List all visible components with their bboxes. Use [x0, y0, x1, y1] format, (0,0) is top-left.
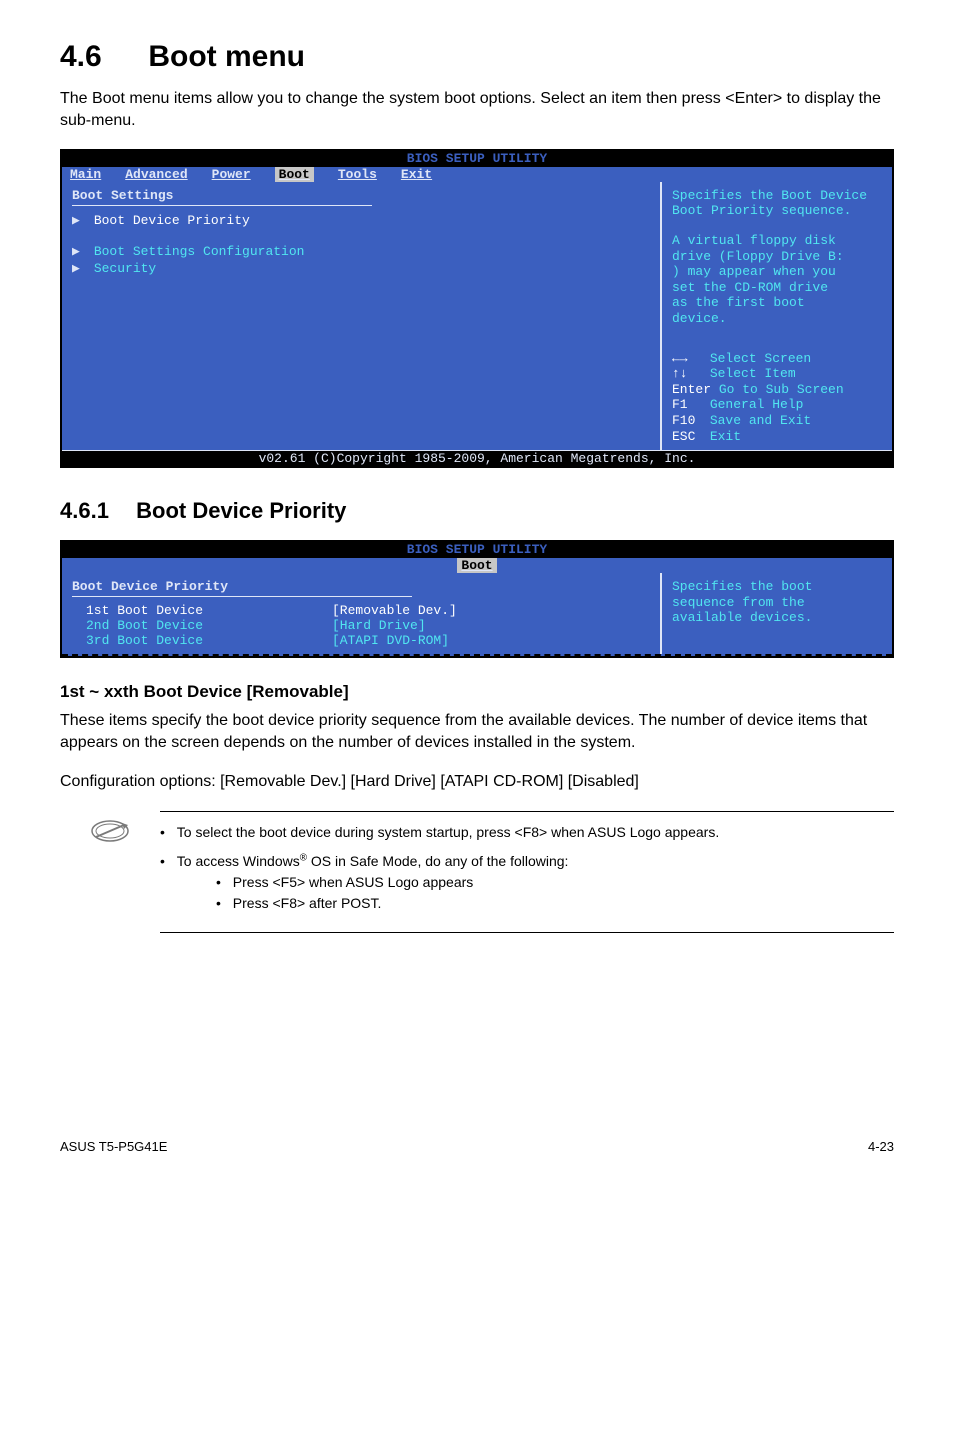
help-key-f10: F10: [672, 413, 702, 429]
bios-right-pane-2: Specifies the boot sequence from the ava…: [662, 573, 892, 654]
bios-boot-row-1: 1st Boot Device [Removable Dev.]: [72, 603, 650, 618]
section-number: 4.6: [60, 40, 140, 74]
bios-desc-l2: sequence from the: [672, 595, 882, 611]
help-key-enter: Enter: [672, 382, 711, 397]
bios-row3-label: 3rd Boot Device: [72, 633, 332, 648]
bios-item-device-priority: ▶ Boot Device Priority: [72, 212, 650, 229]
option-para2: Configuration options: [Removable Dev.] …: [60, 771, 894, 793]
bios-help-desc2-l1: A virtual floppy disk: [672, 233, 882, 249]
bios-help-desc2-l2: drive (Floppy Drive B:: [672, 249, 882, 265]
section-title-text: Boot menu: [148, 40, 305, 73]
bios-help-desc2-l4: set the CD-ROM drive: [672, 280, 882, 296]
help-key-lr: ←→: [672, 351, 702, 367]
bios-left-pane: Boot Settings ▶ Boot Device Priority ▶ B…: [62, 182, 662, 450]
help-label-save-exit: Save and Exit: [710, 413, 811, 428]
bios-row3-value: [ATAPI DVD-ROM]: [332, 633, 449, 648]
bios-tab-boot-active: Boot: [275, 167, 314, 182]
bios-menubar: Main Advanced Power Boot Tools Exit: [62, 167, 892, 182]
bios-left-pane-2: Boot Device Priority 1st Boot Device [Re…: [62, 573, 662, 654]
help-label-select-screen: Select Screen: [710, 351, 811, 366]
note-content: To select the boot device during system …: [160, 811, 894, 933]
note-sub-2: Press <F8> after POST.: [216, 893, 894, 914]
subsection-title: 4.6.1 Boot Device Priority: [60, 498, 894, 524]
note-box: To select the boot device during system …: [90, 811, 894, 933]
arrow-icon: ▶: [72, 244, 86, 259]
bios-titlebar: BIOS SETUP UTILITY: [62, 151, 892, 167]
arrow-icon: ▶: [72, 261, 86, 276]
bios-tab-power: Power: [212, 167, 251, 182]
note-bullet-2: To access Windows® OS in Safe Mode, do a…: [160, 851, 894, 914]
bios-help-desc: Specifies the Boot Device Boot Priority …: [672, 188, 882, 219]
bios-help-keys: ←→ Select Screen ↑↓ Select Item Enter Go…: [672, 351, 882, 445]
bios-row2-value: [Hard Drive]: [332, 618, 426, 633]
bios-tab-tools: Tools: [338, 167, 377, 182]
subsection-title-text: Boot Device Priority: [136, 498, 346, 523]
bios-help-desc2-l3: ) may appear when you: [672, 264, 882, 280]
bios-menubar-2: Boot: [62, 558, 892, 573]
registered-mark: ®: [300, 853, 307, 864]
bios-titlebar-2: BIOS SETUP UTILITY: [62, 542, 892, 558]
bios-panel-boot-menu: BIOS SETUP UTILITY Main Advanced Power B…: [60, 149, 894, 468]
section-intro: The Boot menu items allow you to change …: [60, 88, 894, 133]
help-key-f1: F1: [672, 397, 702, 413]
bios-boot-row-3: 3rd Boot Device [ATAPI DVD-ROM]: [72, 633, 650, 648]
bios-row1-label: 1st Boot Device: [72, 603, 332, 618]
footer-left: ASUS T5-P5G41E: [60, 1139, 167, 1154]
option-para1: These items specify the boot device prio…: [60, 710, 894, 755]
subsection-number: 4.6.1: [60, 498, 130, 524]
bios-desc-l3: available devices.: [672, 610, 882, 626]
note-bullet2-pre: To access Windows: [177, 853, 300, 869]
option-title: 1st ~ xxth Boot Device [Removable]: [60, 682, 894, 702]
bios-desc-l1: Specifies the boot: [672, 579, 882, 595]
help-label-sub-screen: Go to Sub Screen: [719, 382, 844, 397]
bios-boot-row-2: 2nd Boot Device [Hard Drive]: [72, 618, 650, 633]
bios-right-pane: Specifies the Boot Device Boot Priority …: [662, 182, 892, 450]
help-label-exit: Exit: [710, 429, 741, 444]
bios-item-security-label: Security: [94, 261, 156, 276]
section-title: 4.6 Boot menu: [60, 40, 894, 74]
help-label-select-item: Select Item: [710, 366, 796, 381]
help-label-general-help: General Help: [710, 397, 804, 412]
bios-item-priority-label: Boot Device Priority: [94, 213, 250, 228]
bios-row1-value: [Removable Dev.]: [332, 603, 457, 618]
bios-item-config: ▶ Boot Settings Configuration: [72, 243, 650, 260]
bios-tab-main: Main: [70, 167, 101, 182]
bios-help-desc2-l5: as the first boot: [672, 295, 882, 311]
bios-row2-label: 2nd Boot Device: [72, 618, 332, 633]
bios-priority-heading: Boot Device Priority: [72, 579, 650, 594]
bios-boot-settings-heading: Boot Settings: [72, 188, 650, 203]
bios-item-config-label: Boot Settings Configuration: [94, 244, 305, 259]
bios-footer: v02.61 (C)Copyright 1985-2009, American …: [62, 450, 892, 466]
footer-right: 4-23: [868, 1139, 894, 1154]
arrow-icon: ▶: [72, 213, 86, 228]
note-icon: [90, 815, 130, 933]
note-sub-1: Press <F5> when ASUS Logo appears: [216, 872, 894, 893]
help-key-ud: ↑↓: [672, 366, 702, 382]
note-bullet-1: To select the boot device during system …: [160, 822, 894, 843]
page-footer: ASUS T5-P5G41E 4-23: [60, 1133, 894, 1154]
bios-help-desc2-l6: device.: [672, 311, 882, 327]
bios-tab-advanced: Advanced: [125, 167, 187, 182]
bios-item-security: ▶ Security: [72, 260, 650, 277]
bios-tab-exit: Exit: [401, 167, 432, 182]
note-bullet2-post: OS in Safe Mode, do any of the following…: [307, 853, 569, 869]
help-key-esc: ESC: [672, 429, 702, 445]
bios-tab-boot-active-2: Boot: [457, 558, 496, 573]
bios-panel-device-priority: BIOS SETUP UTILITY Boot Boot Device Prio…: [60, 540, 894, 658]
